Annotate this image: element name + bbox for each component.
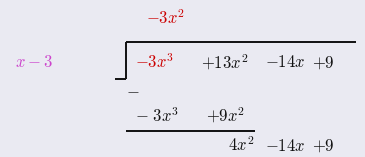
Text: $+9$: $+9$ <box>312 138 335 154</box>
Text: $+9x^2$: $+9x^2$ <box>206 106 245 126</box>
Text: $-$: $-$ <box>126 83 139 100</box>
Text: $4x^2$: $4x^2$ <box>228 137 254 155</box>
Text: $x - 3$: $x - 3$ <box>15 54 53 71</box>
Text: $-\ 3x^3$: $-\ 3x^3$ <box>135 107 179 126</box>
Text: $-14x$: $-14x$ <box>265 138 305 154</box>
Text: $-3x^2$: $-3x^2$ <box>146 9 185 28</box>
Text: $+13x^2$: $+13x^2$ <box>201 53 248 73</box>
Text: $-3x^3$: $-3x^3$ <box>135 53 174 72</box>
Text: $+9$: $+9$ <box>312 54 335 71</box>
Text: $-14x$: $-14x$ <box>265 54 305 71</box>
